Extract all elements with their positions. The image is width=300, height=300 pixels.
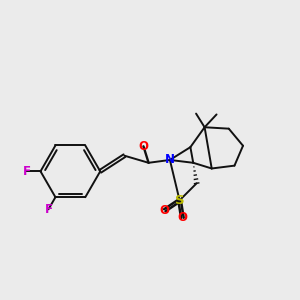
Text: F: F [23,165,31,178]
Text: N: N [165,154,175,166]
Text: O: O [160,204,170,217]
Text: O: O [139,140,148,153]
Text: O: O [177,212,188,224]
Text: F: F [45,202,52,215]
Text: S: S [175,194,184,207]
